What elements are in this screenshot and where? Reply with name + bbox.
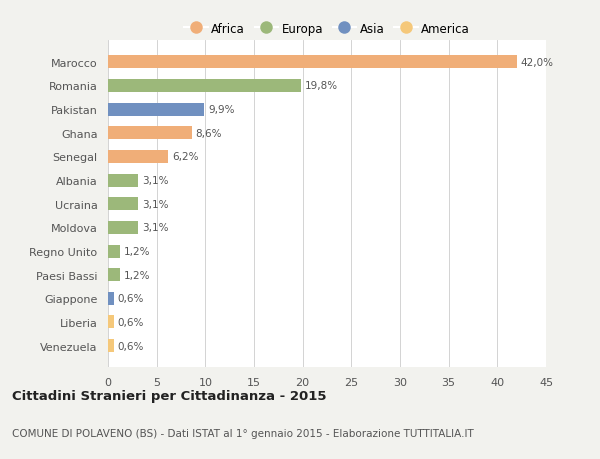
Text: 0,6%: 0,6% [118,317,144,327]
Text: 19,8%: 19,8% [305,81,338,91]
Text: 8,6%: 8,6% [196,129,222,139]
Bar [108,80,301,93]
Bar [108,221,138,235]
Bar [108,269,119,281]
Legend: Africa, Europa, Asia, America: Africa, Europa, Asia, America [179,18,475,40]
Text: Cittadini Stranieri per Cittadinanza - 2015: Cittadini Stranieri per Cittadinanza - 2… [12,389,326,403]
Bar [108,127,192,140]
Bar [108,316,114,329]
Bar [108,198,138,211]
Text: 1,2%: 1,2% [124,270,150,280]
Text: 3,1%: 3,1% [142,176,169,185]
Bar [108,292,114,305]
Bar [108,103,205,116]
Text: 0,6%: 0,6% [118,341,144,351]
Bar [108,245,119,258]
Text: 0,6%: 0,6% [118,294,144,304]
Text: 3,1%: 3,1% [142,199,169,209]
Text: COMUNE DI POLAVENO (BS) - Dati ISTAT al 1° gennaio 2015 - Elaborazione TUTTITALI: COMUNE DI POLAVENO (BS) - Dati ISTAT al … [12,428,474,438]
Text: 9,9%: 9,9% [208,105,235,115]
Text: 1,2%: 1,2% [124,246,150,257]
Text: 42,0%: 42,0% [521,58,554,67]
Bar [108,151,169,163]
Text: 3,1%: 3,1% [142,223,169,233]
Bar [108,56,517,69]
Text: 6,2%: 6,2% [172,152,199,162]
Bar [108,174,138,187]
Bar [108,339,114,353]
